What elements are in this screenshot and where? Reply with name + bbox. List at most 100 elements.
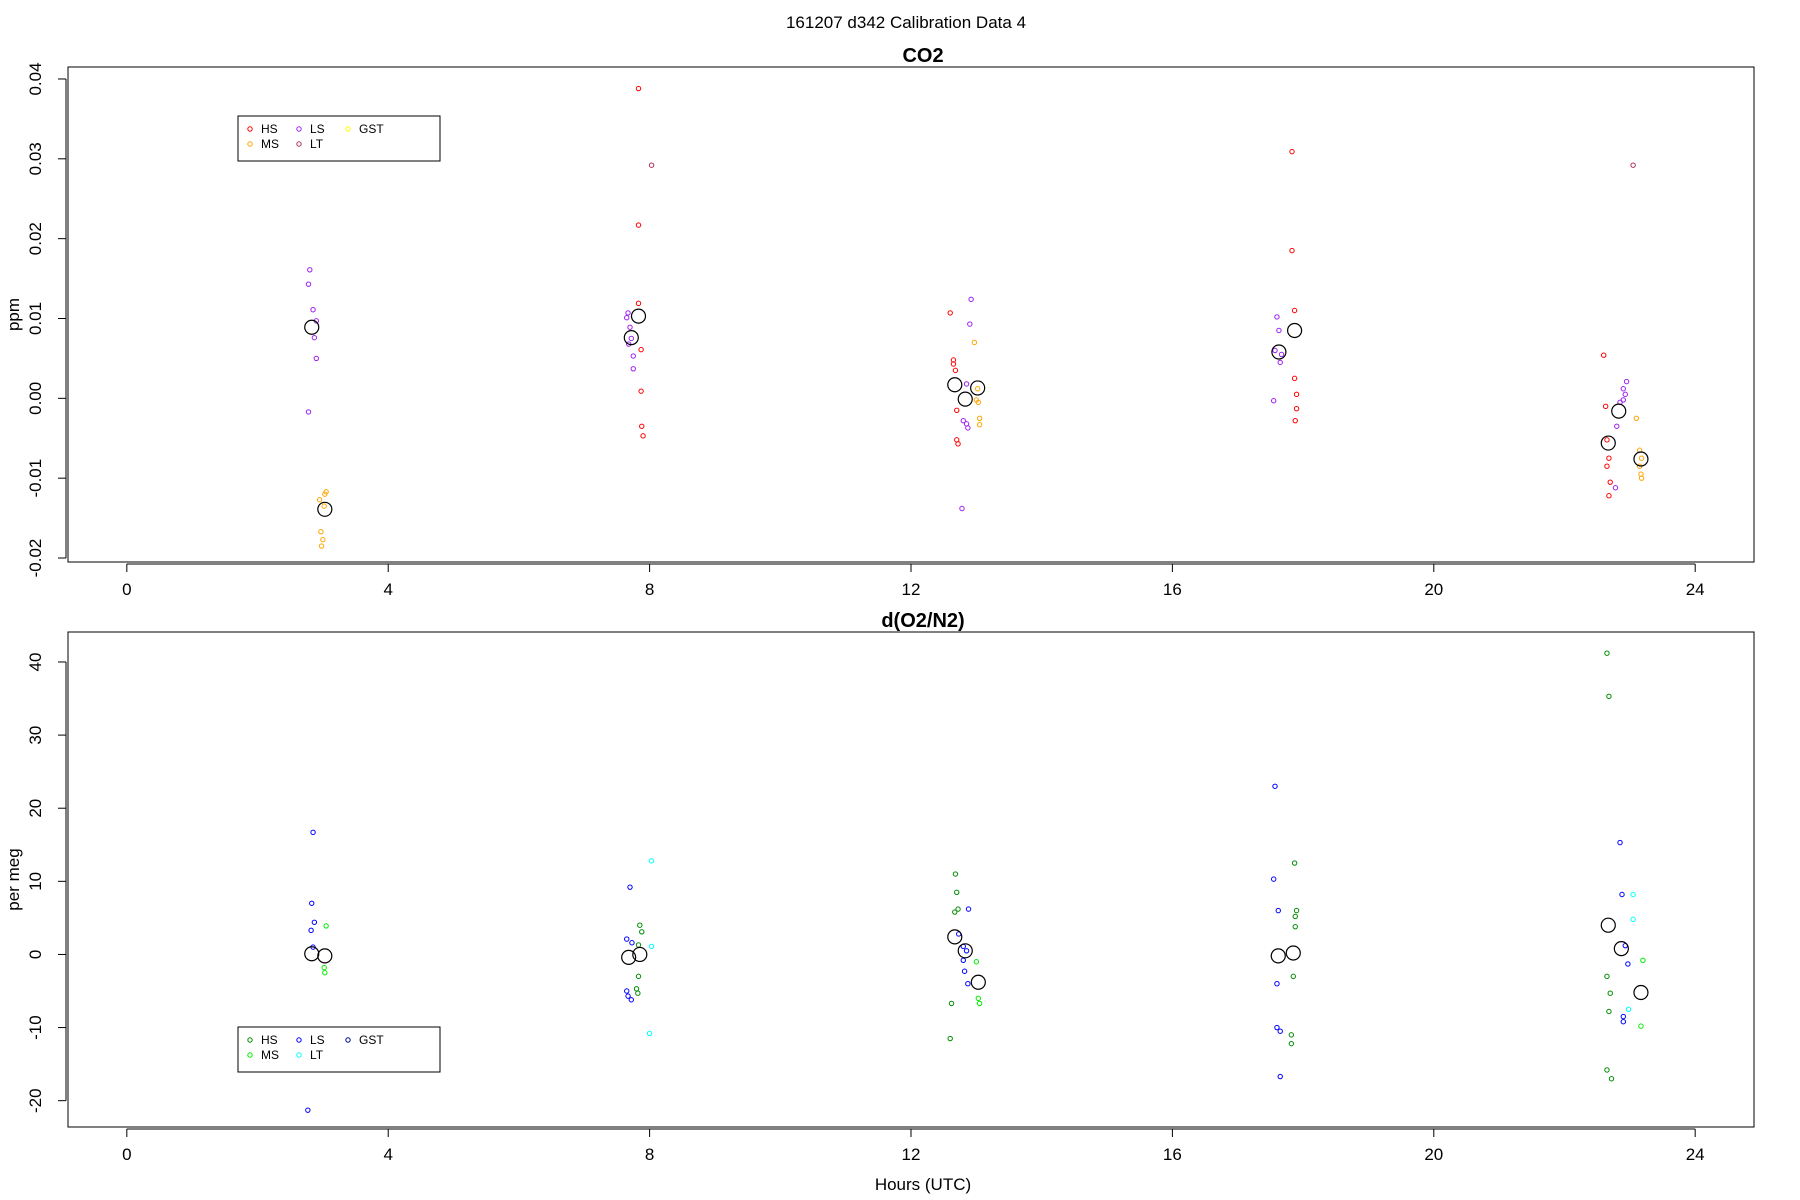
plot-frame xyxy=(67,631,1755,1128)
co2-panel: CO2 0 4 8 12 16 20 24 -0.02 -0.01 0.00 0.01 0.02 0.03… xyxy=(4,45,1755,599)
y-axis-label: per meg xyxy=(4,848,23,910)
data-point-ls xyxy=(311,919,318,925)
mean-point xyxy=(957,943,973,959)
mean-point xyxy=(1600,917,1616,933)
mean-point xyxy=(1611,403,1627,419)
data-point-ls xyxy=(309,900,315,906)
y-axis-label: ppm xyxy=(4,298,23,331)
mean-point xyxy=(1633,451,1649,467)
x-tick-label: 12 xyxy=(902,1145,921,1164)
data-point-hs xyxy=(635,973,642,980)
data-point-ls xyxy=(1277,1073,1283,1080)
data-point-lt xyxy=(1630,916,1636,923)
data-point-ls xyxy=(628,335,635,342)
mean-point xyxy=(630,308,647,324)
mean-point xyxy=(970,974,986,990)
data-point-ls xyxy=(313,355,320,362)
data-point-ls xyxy=(1625,961,1631,967)
data-point-hs xyxy=(635,990,641,996)
x-tick-label: 20 xyxy=(1424,580,1443,599)
y-tick-label: -10 xyxy=(26,1015,45,1040)
data-point-hs xyxy=(1290,973,1296,980)
legend-label: HS xyxy=(261,122,278,136)
legend-label: LS xyxy=(310,1033,325,1047)
data-point-hs xyxy=(1288,1032,1295,1038)
data-point-hs xyxy=(1292,913,1298,920)
o2n2-panel: d(O2/N2) 0 4 8 12 16 20 24 Hours (UTC) -20 -10 0 10 2… xyxy=(4,610,1755,1194)
data-point-hs xyxy=(1291,860,1298,866)
data-point-hs xyxy=(1608,1076,1615,1082)
data-point-ms xyxy=(973,959,980,965)
data-point-ls xyxy=(959,505,965,512)
data-point-ls xyxy=(305,409,312,415)
mean-point xyxy=(1271,344,1287,360)
data-point-ms xyxy=(975,399,982,406)
figure-title: 161207 d342 Calibration Data 4 xyxy=(786,13,1026,32)
data-point-hs xyxy=(947,310,953,316)
data-point-ls xyxy=(1270,398,1277,404)
legend-marker xyxy=(345,1037,351,1043)
data-point-ms xyxy=(976,1000,983,1007)
data-point-hs xyxy=(1607,479,1613,485)
x-tick-label: 16 xyxy=(1163,1145,1182,1164)
y-tick-label: 0.03 xyxy=(26,142,45,175)
data-point-ls xyxy=(1272,347,1278,354)
y-tick-label: 0.01 xyxy=(26,302,45,335)
legend-marker xyxy=(296,126,302,132)
data-point-hs xyxy=(955,906,961,912)
legend-entry-hs: HS xyxy=(247,122,278,136)
data-point-ls xyxy=(967,321,973,327)
y-tick-label: 30 xyxy=(26,726,45,745)
legend-entry-ls: LS xyxy=(296,122,325,136)
x-tick-label: 0 xyxy=(122,580,131,599)
mean-point xyxy=(1633,984,1649,1001)
data-point-hs xyxy=(1289,148,1295,155)
legend-label: GST xyxy=(359,122,384,136)
mean-point xyxy=(970,380,986,396)
data-point-ls xyxy=(625,310,631,316)
data-point-hs xyxy=(948,1000,955,1007)
y-tick-label: 40 xyxy=(26,653,45,672)
data-point-lt xyxy=(646,1030,653,1037)
data-point-hs xyxy=(1289,247,1295,254)
legend-label: MS xyxy=(261,1048,279,1062)
data-point-ls xyxy=(307,267,313,273)
legend-entry-hs: HS xyxy=(247,1033,278,1047)
data-point-hs xyxy=(1292,417,1298,424)
data-point-ls xyxy=(1278,351,1285,358)
data-point-hs xyxy=(639,929,645,935)
legend-marker xyxy=(247,126,253,132)
data-point-ls xyxy=(1277,359,1283,366)
data-point-hs xyxy=(1602,403,1609,410)
mean-point xyxy=(1285,945,1301,961)
mean-point xyxy=(947,377,963,393)
data-point-hs xyxy=(1292,923,1298,930)
data-point-hs xyxy=(1293,907,1300,914)
data-point-ls xyxy=(1274,1024,1280,1031)
data-point-hs xyxy=(1293,406,1300,412)
data-point-hs xyxy=(637,922,643,928)
y-tick-label: 0.00 xyxy=(26,382,45,415)
data-point-ls xyxy=(627,324,633,330)
x-tick-label: 8 xyxy=(645,580,654,599)
data-point-hs xyxy=(952,871,959,877)
legend-entry-ms: MS xyxy=(247,137,279,151)
data-point-hs xyxy=(952,909,958,915)
x-tick-label: 20 xyxy=(1424,1145,1443,1164)
x-tick-label: 24 xyxy=(1686,1145,1705,1164)
data-point-ms xyxy=(322,491,328,497)
legend-label: LT xyxy=(310,1048,324,1062)
data-point-ls xyxy=(1612,485,1619,491)
data-point-ms xyxy=(318,528,324,535)
x-tick-label: 16 xyxy=(1163,580,1182,599)
data-point-hs xyxy=(1606,455,1612,461)
legend-label: MS xyxy=(261,137,279,151)
data-point-ls xyxy=(624,314,630,321)
mean-point xyxy=(632,946,648,963)
data-point-ls xyxy=(1617,839,1623,846)
legend-entry-ls: LS xyxy=(296,1033,325,1047)
data-point-ls xyxy=(1270,876,1277,882)
data-point-hs xyxy=(1291,307,1298,314)
data-point-hs xyxy=(1606,1008,1612,1015)
